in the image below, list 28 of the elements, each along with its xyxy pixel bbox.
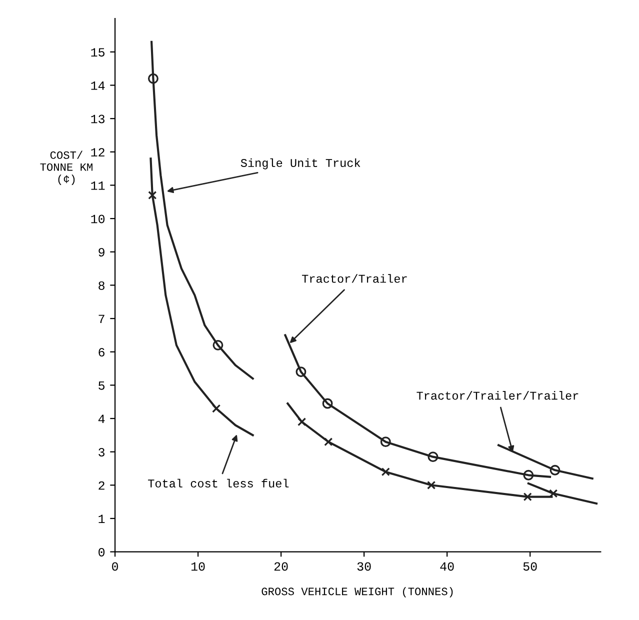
x-tick-label: 20 bbox=[274, 562, 288, 571]
y-tick-label: 14 bbox=[91, 82, 105, 90]
y-tick-label: 1 bbox=[98, 514, 105, 524]
y-tick-label: 3 bbox=[98, 448, 105, 456]
y-tick-label: 6 bbox=[98, 348, 104, 356]
x-tick-label: 0 bbox=[112, 562, 118, 571]
x-tick-label: 10 bbox=[191, 562, 205, 571]
y-tick-label: 8 bbox=[98, 281, 104, 290]
y-tick-label: 7 bbox=[98, 314, 104, 324]
x-tick-label: 50 bbox=[523, 562, 537, 571]
y-tick-label: 12 bbox=[91, 148, 104, 156]
annotation: Tractor/Trailer/Trailer bbox=[416, 391, 578, 400]
y-tick-label: 11 bbox=[91, 182, 105, 190]
y-tick-label: 9 bbox=[98, 248, 104, 257]
annotation: Tractor/Trailer bbox=[302, 274, 407, 283]
y-tick-label: 4 bbox=[98, 414, 105, 424]
x-tick-label: 30 bbox=[357, 562, 371, 571]
y-tick-label: 13 bbox=[91, 114, 104, 124]
y-axis-title: COST/ TONNE KM (¢) bbox=[40, 150, 92, 186]
x-axis-title: GROSS VEHICLE WEIGHT (TONNES) bbox=[262, 587, 453, 598]
x-tick-label: 40 bbox=[440, 562, 454, 571]
y-tick-label: 0 bbox=[98, 548, 105, 556]
y-tick-label: 5 bbox=[98, 381, 105, 390]
y-tick-label: 10 bbox=[91, 214, 105, 224]
y-tick-label: 15 bbox=[91, 48, 104, 57]
y-tick-label: 2 bbox=[98, 481, 104, 490]
annotation: Total cost less fuel bbox=[148, 478, 289, 488]
annotation: Single Unit Truck bbox=[240, 158, 360, 170]
